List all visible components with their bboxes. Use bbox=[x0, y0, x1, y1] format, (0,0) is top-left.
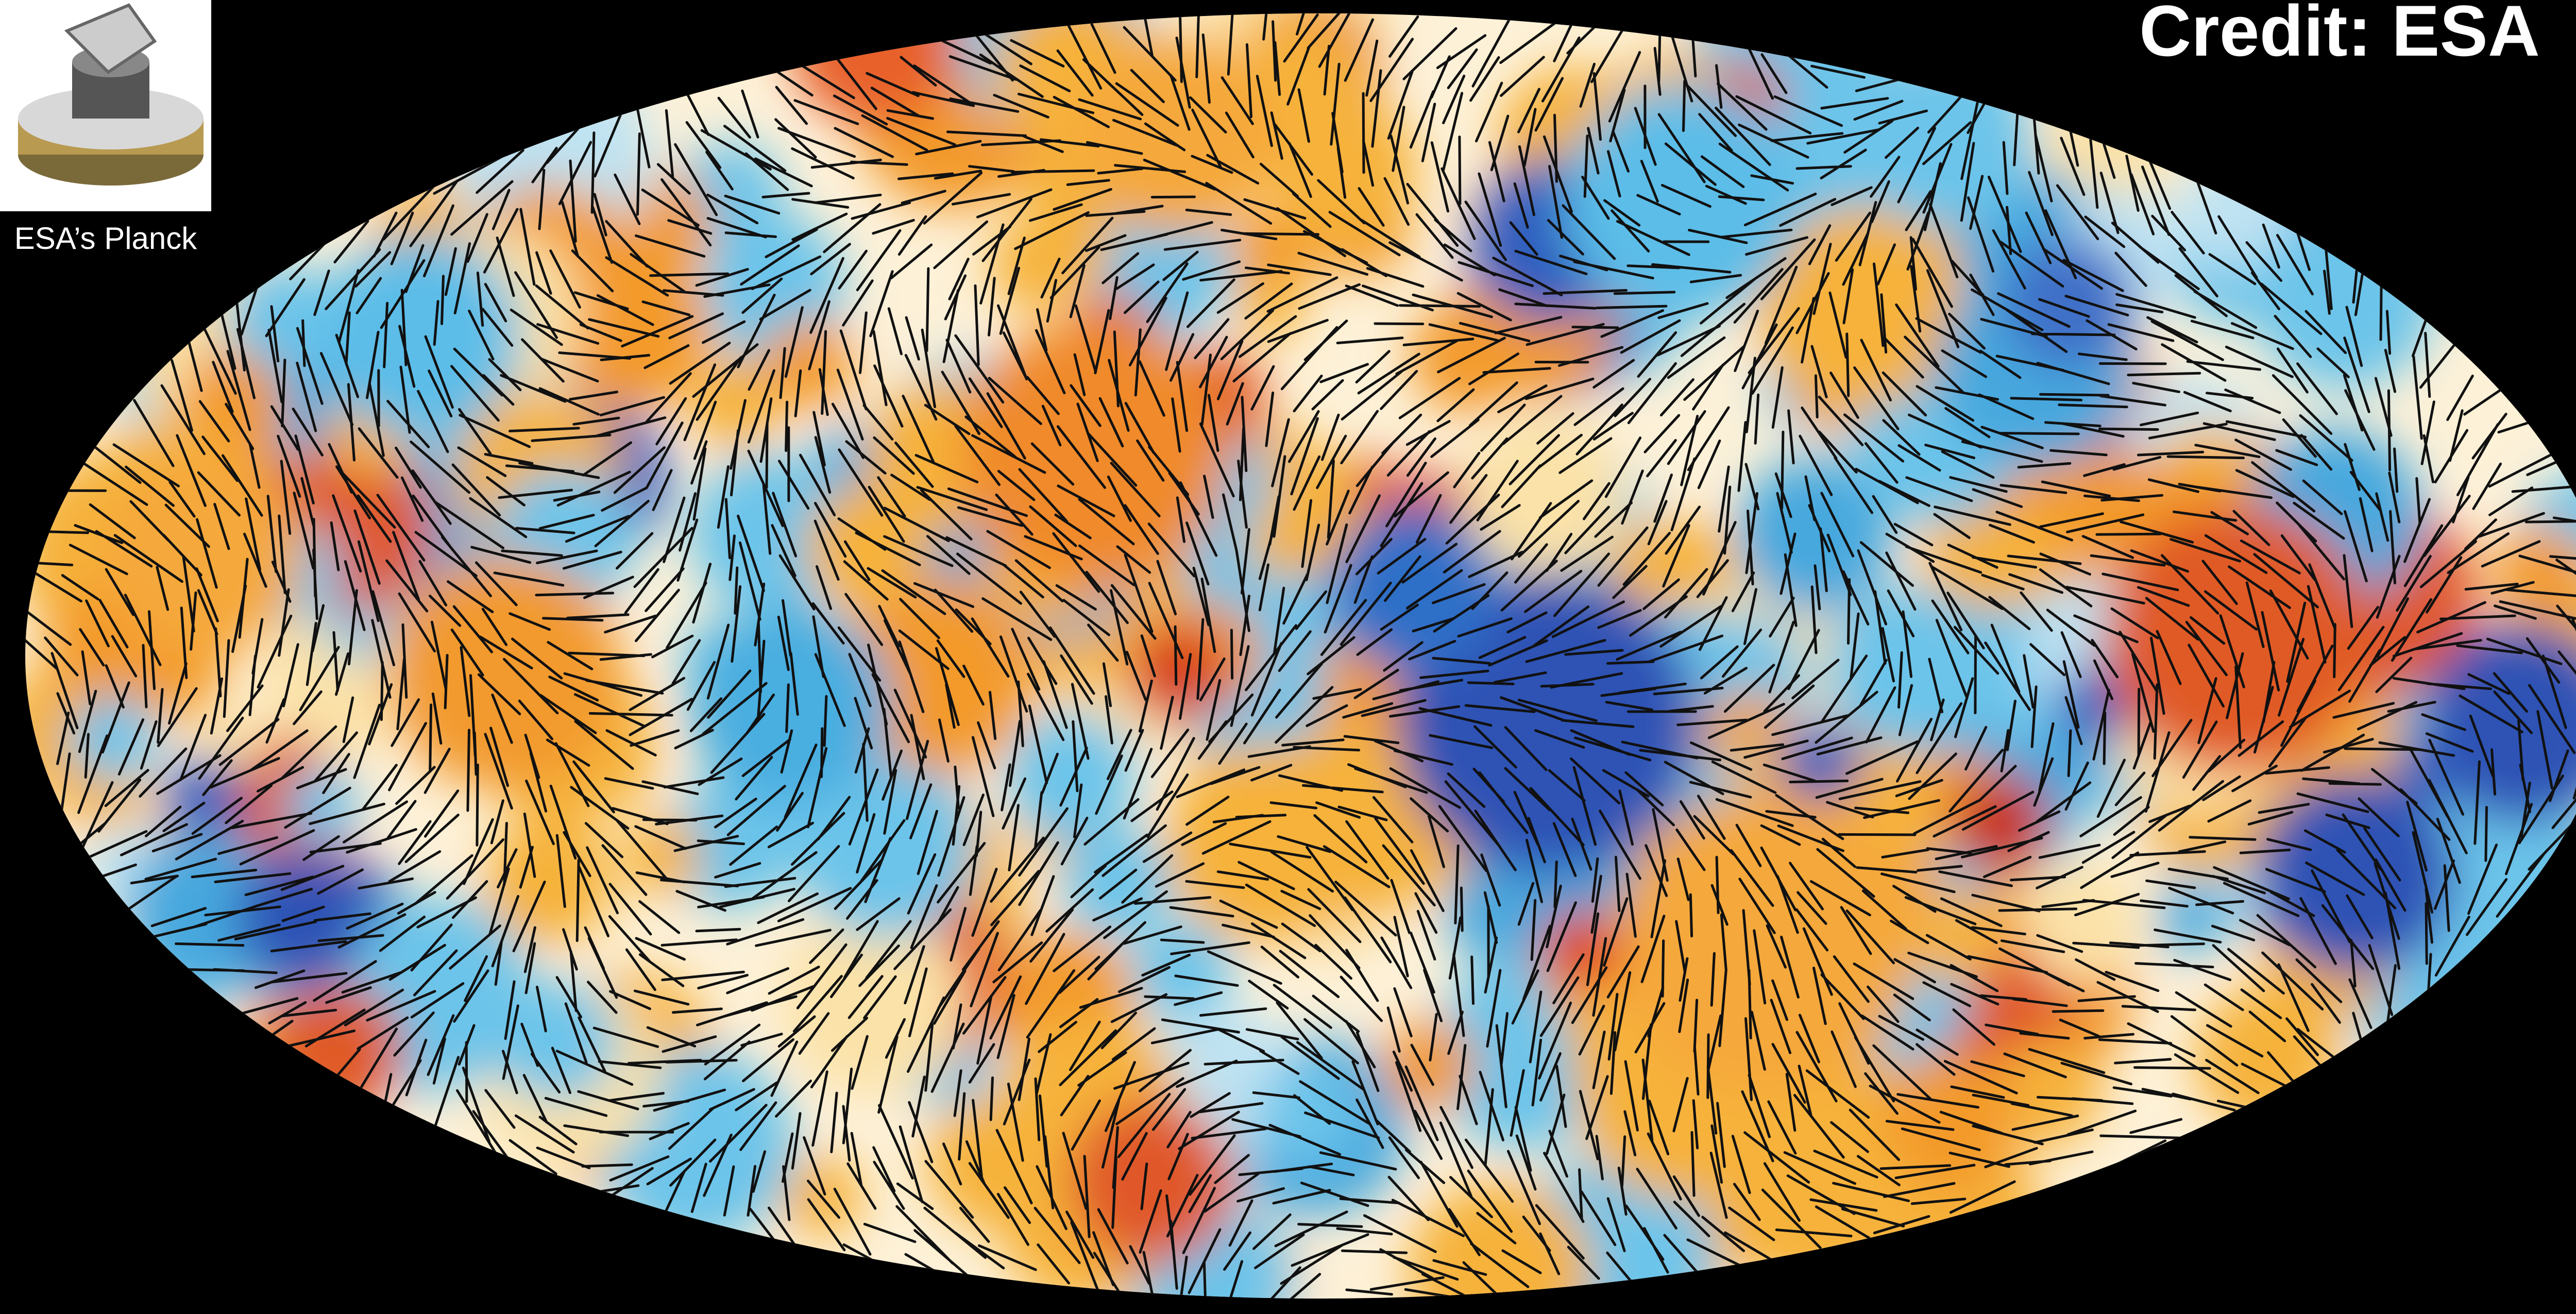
blob bbox=[762, 318, 854, 411]
blob bbox=[100, 454, 303, 656]
blob bbox=[959, 319, 1228, 589]
blob bbox=[1329, 504, 1497, 673]
blob bbox=[1951, 773, 2053, 875]
blob bbox=[1855, 51, 2034, 230]
blob bbox=[1017, 199, 1112, 295]
blob bbox=[71, 695, 158, 783]
blob bbox=[1068, 1099, 1234, 1266]
credit: Credit: ESA bbox=[2139, 0, 2540, 71]
blob bbox=[1615, 790, 1918, 1094]
blob bbox=[1564, 84, 1800, 320]
blob bbox=[2002, 235, 2137, 370]
blob bbox=[1236, 271, 1306, 339]
blob bbox=[386, 555, 623, 791]
blob bbox=[1826, 586, 1990, 750]
blob bbox=[805, 485, 929, 609]
satellite-icon bbox=[18, 3, 204, 186]
blob bbox=[1247, 23, 1371, 148]
blob bbox=[1779, 724, 1861, 807]
logo-caption: ESA’s Planck bbox=[14, 221, 197, 256]
blob bbox=[1165, 742, 1368, 945]
blob bbox=[2254, 773, 2456, 976]
blob bbox=[1757, 208, 1958, 410]
blob bbox=[1736, 458, 1893, 615]
blob bbox=[689, 605, 892, 808]
blob bbox=[1514, 1153, 1715, 1299]
blob bbox=[1132, 919, 1232, 1020]
blob bbox=[1877, 1053, 2019, 1194]
blob bbox=[201, 706, 267, 771]
blob bbox=[1062, 829, 1171, 937]
blob bbox=[1408, 1181, 1592, 1299]
blob bbox=[1007, 713, 1137, 842]
blob bbox=[1256, 1064, 1358, 1167]
planck-logo bbox=[0, 0, 211, 211]
blob bbox=[622, 816, 701, 896]
blob bbox=[1539, 908, 1623, 993]
blob bbox=[2103, 504, 2372, 774]
blob bbox=[2023, 864, 2142, 983]
